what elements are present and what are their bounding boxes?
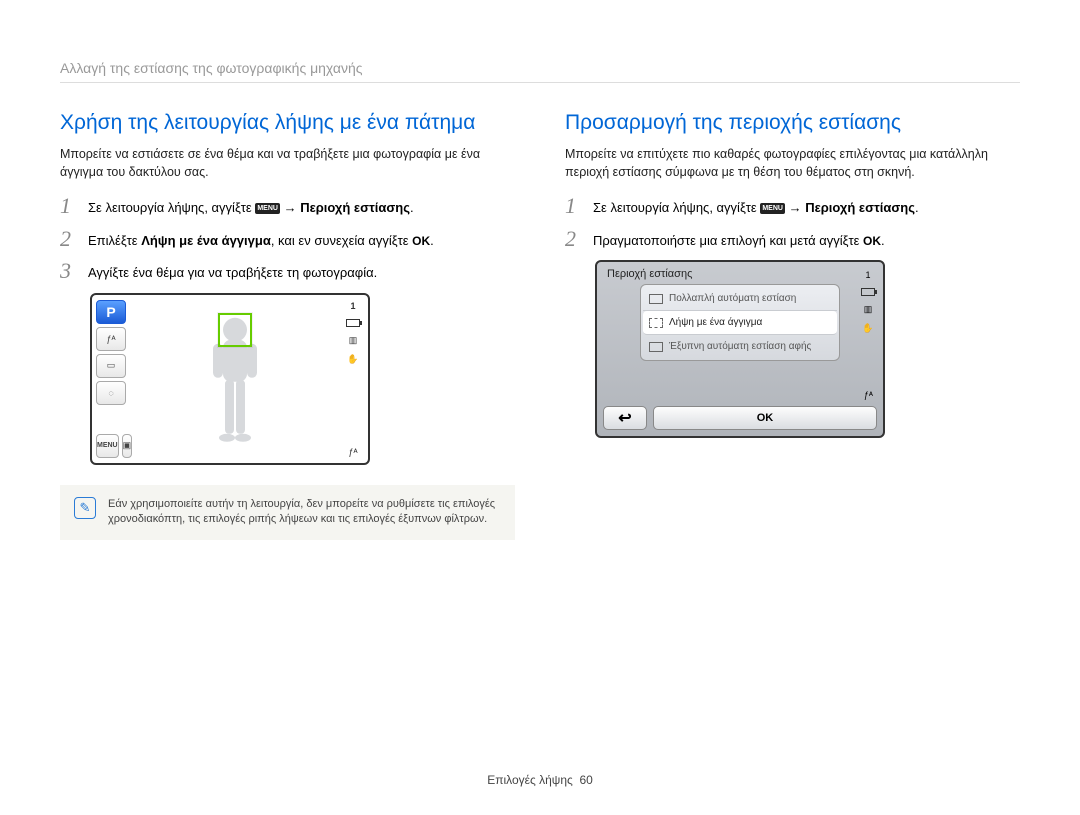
grid-icon bbox=[649, 294, 663, 304]
menu-icon: MENU bbox=[255, 203, 280, 214]
left-intro: Μπορείτε να εστιάσετε σε ένα θέμα και να… bbox=[60, 145, 515, 181]
step-text: . bbox=[915, 200, 919, 215]
step-number: 2 bbox=[60, 228, 78, 250]
option-label: Πολλαπλή αυτόματη εστίαση bbox=[669, 293, 796, 304]
step-text-bold: Περιοχή εστίασης bbox=[805, 200, 915, 215]
option-label: Έξυπνη αυτόματη εστίαση αφής bbox=[669, 341, 811, 352]
step-number: 1 bbox=[565, 195, 583, 217]
page-footer: Επιλογές λήψης 60 bbox=[0, 773, 1080, 787]
option-multi-af[interactable]: Πολλαπλή αυτόματη εστίαση bbox=[643, 287, 837, 311]
indicator-icon: ✋ bbox=[347, 354, 358, 365]
camera-lcd: P ƒᴬ ▭ ◌ MENU ▣ bbox=[90, 293, 370, 465]
left-column: Χρήση της λειτουργίας λήψης με ένα πάτημ… bbox=[60, 111, 515, 540]
option-label: Λήψη με ένα άγγιγμα bbox=[669, 317, 762, 328]
step-text: → bbox=[789, 200, 806, 215]
option-one-touch[interactable]: Λήψη με ένα άγγιγμα bbox=[643, 311, 837, 335]
menu-button[interactable]: MENU bbox=[96, 434, 119, 458]
camera-lcd-menu: Περιοχή εστίασης Πολλαπλή αυτόματη εστία… bbox=[595, 260, 885, 438]
auto-icon[interactable]: ▭ bbox=[96, 354, 126, 378]
right-column: Προσαρμογή της περιοχής εστίασης Μπορείτ… bbox=[565, 111, 1020, 540]
right-intro: Μπορείτε να επιτύχετε πιο καθαρές φωτογρ… bbox=[565, 145, 1020, 181]
flash-indicator: ƒᴬ bbox=[864, 390, 873, 400]
step-text: . bbox=[410, 200, 414, 215]
step-text: . bbox=[430, 233, 434, 248]
step-number: 1 bbox=[60, 195, 78, 217]
step-text: Πραγματοποιήστε μια επιλογή και μετά αγγ… bbox=[593, 233, 863, 248]
step-text: → bbox=[284, 200, 301, 215]
touch-icon bbox=[649, 318, 663, 328]
ok-button[interactable]: OK bbox=[653, 406, 877, 430]
step-text: Σε λειτουργία λήψης, αγγίξτε bbox=[88, 200, 255, 215]
breadcrumb: Αλλαγή της εστίασης της φωτογραφικής μηχ… bbox=[60, 60, 1020, 83]
ok-label: OK bbox=[412, 232, 430, 250]
option-smart-touch-af[interactable]: Έξυπνη αυτόματη εστίαση αφής bbox=[643, 335, 837, 358]
note-icon: ✎ bbox=[74, 497, 96, 519]
left-heading: Χρήση της λειτουργίας λήψης με ένα πάτημ… bbox=[60, 111, 515, 135]
step-text: Επιλέξτε bbox=[88, 233, 141, 248]
indicator-icon: ▥ bbox=[349, 335, 358, 346]
battery-icon bbox=[861, 288, 875, 296]
flash-icon[interactable]: ƒᴬ bbox=[96, 327, 126, 351]
battery-icon bbox=[346, 319, 360, 327]
indicator-icon: ✋ bbox=[862, 323, 873, 334]
step-text-bold: Λήψη με ένα άγγιγμα bbox=[141, 233, 271, 248]
ok-label: OK bbox=[863, 232, 881, 250]
step-text-bold: Περιοχή εστίασης bbox=[300, 200, 410, 215]
timer-icon[interactable]: ◌ bbox=[96, 381, 126, 405]
page-number: 60 bbox=[579, 773, 592, 787]
step-text: Σε λειτουργία λήψης, αγγίξτε bbox=[593, 200, 760, 215]
note-box: ✎ Εάν χρησιμοποιείτε αυτήν τη λειτουργία… bbox=[60, 485, 515, 540]
back-button[interactable]: ↩ bbox=[603, 406, 647, 430]
note-text: Εάν χρησιμοποιείτε αυτήν τη λειτουργία, … bbox=[108, 497, 501, 528]
indicator-icon: ▥ bbox=[864, 304, 873, 315]
focus-box bbox=[218, 313, 252, 347]
menu-title: Περιοχή εστίασης bbox=[607, 268, 877, 280]
menu-icon: MENU bbox=[760, 203, 785, 214]
footer-label: Επιλογές λήψης bbox=[487, 773, 573, 787]
counter: 1 bbox=[350, 301, 355, 311]
step-text: Αγγίξτε ένα θέμα για να τραβήξετε τη φωτ… bbox=[88, 260, 515, 283]
right-heading: Προσαρμογή της περιοχής εστίασης bbox=[565, 111, 1020, 135]
flash-indicator: ƒᴬ bbox=[348, 447, 357, 457]
mode-p-icon[interactable]: P bbox=[96, 300, 126, 324]
counter: 1 bbox=[865, 270, 870, 280]
smart-icon bbox=[649, 342, 663, 352]
display-button[interactable]: ▣ bbox=[122, 434, 133, 458]
step-number: 2 bbox=[565, 228, 583, 250]
step-number: 3 bbox=[60, 260, 78, 282]
step-text: , και εν συνεχεία αγγίξτε bbox=[271, 233, 412, 248]
step-text: . bbox=[881, 233, 885, 248]
options-panel: Πολλαπλή αυτόματη εστίαση Λήψη με ένα άγ… bbox=[640, 284, 840, 361]
